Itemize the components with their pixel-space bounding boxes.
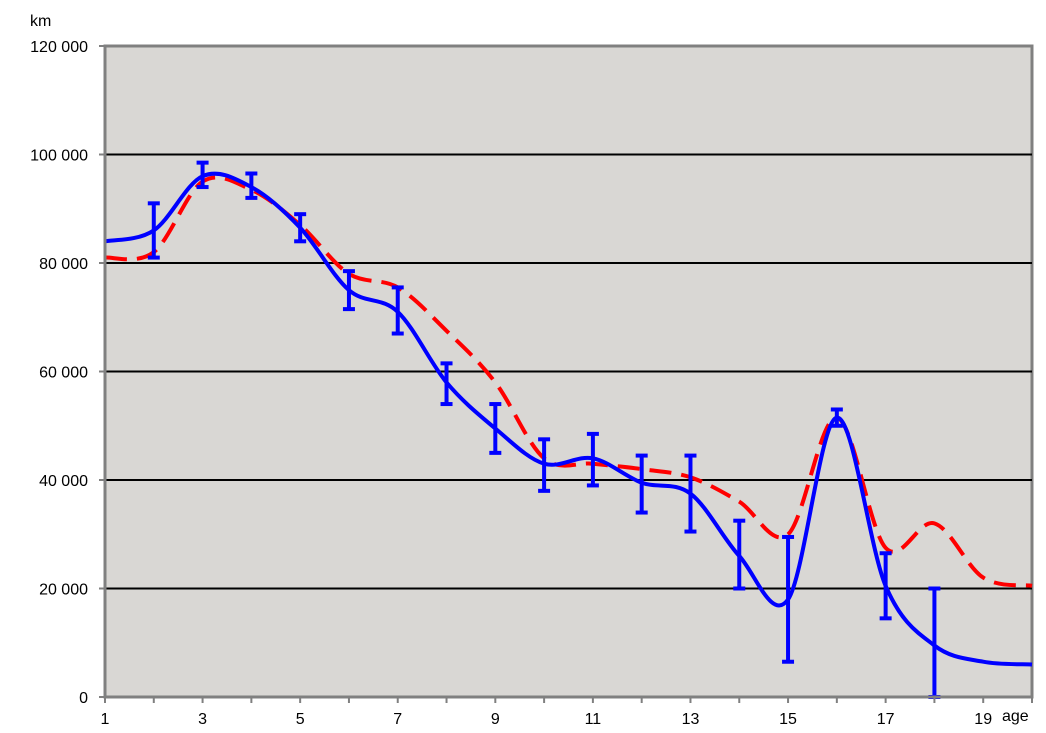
error-bar	[196, 160, 209, 190]
x-tick-label: 7	[393, 711, 402, 728]
error-bar	[538, 437, 551, 493]
error-bar	[830, 407, 843, 428]
y-tick-label: 60 000	[39, 365, 88, 382]
x-tick-label: 5	[296, 711, 305, 728]
error-bar	[733, 518, 746, 591]
x-tick-label: 15	[779, 711, 797, 728]
error-bar	[684, 453, 697, 534]
x-tick-label: 17	[877, 711, 895, 728]
y-tick-label: 0	[79, 690, 88, 707]
error-bar	[294, 212, 307, 244]
gridlines	[105, 153, 1032, 590]
y-tick-label: 80 000	[39, 256, 88, 273]
x-tick-label: 3	[198, 711, 207, 728]
error-bar	[440, 361, 453, 407]
error-bar	[586, 431, 599, 488]
y-tick-label: 20 000	[39, 582, 88, 599]
x-tick-label: 13	[682, 711, 700, 728]
x-tick-labels: 1 3 5 7 9 11 13 15 17 19	[101, 697, 1033, 728]
x-tick-label: 19	[974, 711, 992, 728]
y-tick-label: 40 000	[39, 473, 88, 490]
y-tick-label: 120 000	[30, 39, 88, 56]
y-tick-labels: 0 20 000 40 000 60 000 80 000 100 000 120 000	[30, 39, 105, 707]
error-bar	[782, 534, 795, 664]
x-tick-label: 1	[101, 711, 110, 728]
y-tick-label: 100 000	[30, 148, 88, 165]
x-tick-label: 9	[491, 711, 500, 728]
error-bar	[245, 171, 258, 200]
x-tick-label: 11	[585, 711, 602, 728]
error-bar	[489, 402, 502, 455]
error-bar	[342, 269, 355, 312]
error-bar	[879, 551, 892, 621]
error-bar	[635, 453, 648, 515]
error-bar	[147, 201, 160, 260]
error-bars	[147, 160, 941, 699]
error-bar	[391, 285, 404, 336]
y-axis-title: km	[30, 13, 51, 30]
x-axis-title: age	[1002, 708, 1029, 725]
